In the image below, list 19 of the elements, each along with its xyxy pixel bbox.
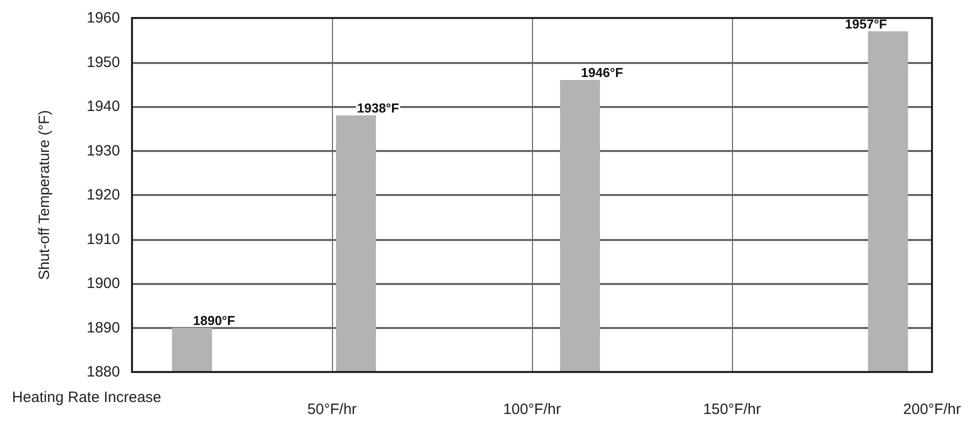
data-label: 1957°F [844, 16, 888, 32]
y-tick-label: 1940 [86, 98, 120, 115]
y-tick-label: 1920 [86, 186, 120, 204]
data-label: 1938°F [357, 100, 400, 116]
y-tick-label: 1930 [86, 142, 120, 160]
y-tick-label: 1890 [86, 319, 120, 336]
x-tick-label: 200°F/hr [903, 401, 961, 418]
x-tick-label: 150°F/hr [703, 401, 761, 418]
y-tick-label: 1910 [86, 230, 120, 248]
y-tick-label: 1880 [86, 364, 120, 380]
y-tick-label: 1960 [86, 10, 120, 26]
data-label: 1890°F [193, 312, 236, 328]
x-axis-title: Heating Rate Increase [12, 389, 162, 406]
y-tick-label: 1950 [86, 54, 120, 71]
x-tick-label: 50°F/hr [307, 401, 357, 418]
x-tick-label: 100°F/hr [503, 401, 561, 418]
y-tick-label: 1900 [86, 275, 120, 292]
data-label: 1946°F [581, 64, 624, 80]
y-axis-title: Shut-off Temperature (°F) [36, 110, 53, 280]
